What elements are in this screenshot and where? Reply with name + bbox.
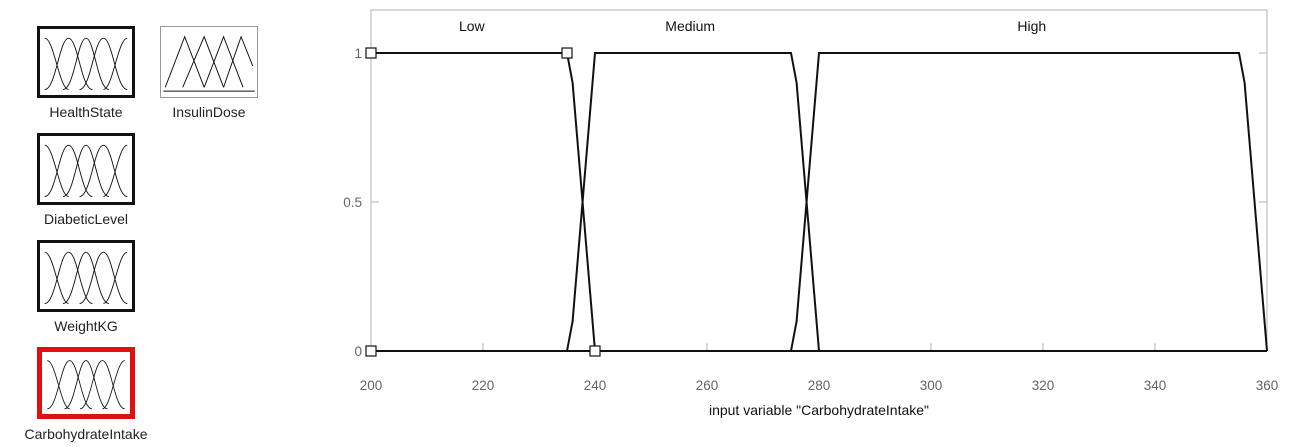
output-variable-label: InsulinDose xyxy=(172,104,246,120)
x-axis-label: input variable "CarbohydrateIntake" xyxy=(709,402,929,418)
input-variable-box-healthstate[interactable] xyxy=(37,26,135,98)
triangular-mf-icon xyxy=(163,35,255,92)
input-variable-label: CarbohydrateIntake xyxy=(24,426,148,442)
input-variable-box-carbohydrateintake[interactable] xyxy=(37,347,135,419)
y-tick-label: 1 xyxy=(354,46,362,61)
curve-marker[interactable] xyxy=(589,345,601,357)
x-tick-label: 260 xyxy=(696,378,719,393)
x-tick-label: 280 xyxy=(808,378,831,393)
gaussian-mf-icon xyxy=(44,37,128,90)
input-variable-label: DiabeticLevel xyxy=(43,211,129,227)
membership-labels: Low Medium High xyxy=(459,18,1046,34)
axis-ticks: 200 220 240 260 280 300 320 340 360 0 0.5 1 xyxy=(343,46,1278,393)
x-tick-label: 300 xyxy=(920,378,943,393)
mf-curve-low[interactable] xyxy=(371,52,596,352)
mf-label-low: Low xyxy=(459,18,486,34)
x-tick-label: 320 xyxy=(1032,378,1055,393)
input-variable-box-diabeticlevel[interactable] xyxy=(37,133,135,205)
input-variable-box-weightkg[interactable] xyxy=(37,240,135,312)
input-variable-label: WeightKG xyxy=(54,318,118,334)
gaussian-mf-icon xyxy=(44,144,128,197)
x-tick-label: 240 xyxy=(584,378,607,393)
mf-label-high: High xyxy=(1017,18,1046,34)
mf-label-medium: Medium xyxy=(665,18,715,34)
membership-curves xyxy=(371,52,1268,352)
curve-markers xyxy=(365,47,601,357)
curve-marker[interactable] xyxy=(365,47,377,59)
x-tick-label: 340 xyxy=(1144,378,1167,393)
curve-marker[interactable] xyxy=(365,345,377,357)
mf-curve-medium[interactable] xyxy=(566,52,820,352)
input-variable-label: HealthState xyxy=(49,104,123,120)
x-tick-label: 220 xyxy=(472,378,495,393)
output-variable-box-insulindose[interactable] xyxy=(160,26,258,98)
y-tick-label: 0.5 xyxy=(343,195,362,210)
gaussian-mf-icon xyxy=(44,251,128,304)
x-tick-label: 360 xyxy=(1256,378,1279,393)
y-tick-label: 0 xyxy=(354,344,362,359)
gaussian-mf-icon xyxy=(47,360,125,410)
x-tick-label: 200 xyxy=(360,378,383,393)
curve-marker[interactable] xyxy=(561,47,573,59)
mf-curve-high[interactable] xyxy=(790,52,1268,352)
